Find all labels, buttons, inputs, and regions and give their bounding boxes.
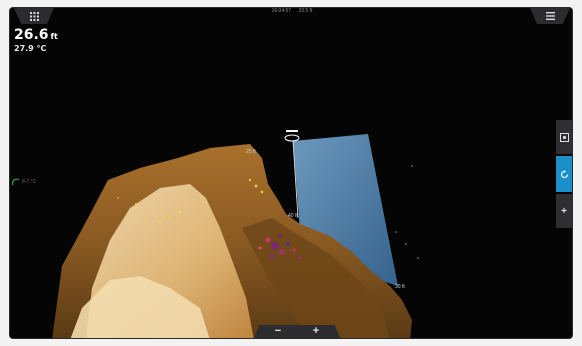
depth-label-top: 20 ft [246,149,256,155]
status-bar: 16:04:57 33.5 ft [10,8,572,15]
gauge-label: 8-7 °C [22,179,37,185]
grid-icon [29,11,39,21]
top-bar: 16:04:57 33.5 ft [10,8,572,24]
add-button[interactable]: + [556,194,572,228]
depth-readout: 26.6 ft [14,28,58,44]
fish-targets [117,178,302,260]
hamburger-menu-icon [545,12,555,20]
depth-unit: ft [50,32,58,41]
apps-button[interactable] [14,8,54,24]
menu-button[interactable] [530,8,570,24]
status-time: 16:04:57 [271,8,292,14]
boat-position-marker [284,130,300,219]
depth-temperature-readout: 26.6 ft 27.9 °C [14,28,58,54]
structure-scan-3d-view[interactable] [10,8,573,339]
water-temperature: 27.9 °C [14,44,47,53]
view-mode-button[interactable] [556,120,572,154]
gauge-arc-icon [12,178,20,186]
scatter-points-right [395,165,419,259]
status-value: 33.5 ft [298,8,313,14]
temperature-gauge: 8-7 °C [12,178,36,186]
depth-label-bottom: 30 ft [395,284,405,290]
depth-value: 26.6 [14,27,49,43]
view-mode-icon [559,132,569,142]
rotate-button[interactable] [556,156,572,192]
depth-label-mid: 40 ft [288,213,298,219]
rotate-icon [560,169,568,178]
zoom-in-button[interactable]: + [312,325,320,337]
seabed-shadow [242,218,390,338]
sonar-display: 20 ft 40 ft 30 ft 16:04:57 33.5 ft 26.6 f… [9,7,573,339]
zoom-controls: − + [254,325,340,338]
seabed-front-face [70,276,210,338]
zoom-out-button[interactable]: − [274,325,282,337]
right-side-toolbar: + [556,120,572,228]
